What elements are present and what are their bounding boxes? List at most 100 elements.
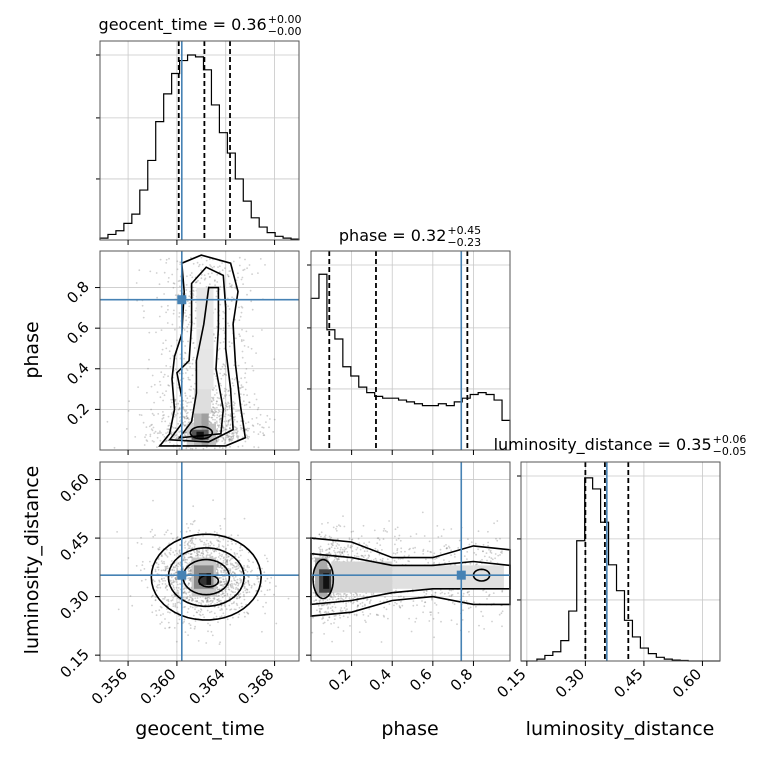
sample-point (185, 523, 188, 525)
sample-point (227, 423, 229, 426)
sample-point (426, 550, 429, 553)
sample-point (229, 423, 232, 426)
sample-point (209, 597, 211, 600)
sample-point (210, 400, 213, 402)
sample-point (261, 329, 263, 331)
sample-point (207, 272, 210, 275)
sample-point (113, 446, 116, 449)
sample-point (388, 603, 391, 605)
sample-point (186, 558, 189, 561)
sample-point (352, 530, 355, 533)
sample-point (229, 571, 232, 573)
sample-point (186, 405, 188, 407)
sample-point (256, 599, 259, 602)
sample-point (244, 258, 246, 261)
sample-point (184, 434, 186, 437)
sample-point (193, 546, 196, 548)
sample-point (362, 613, 365, 616)
sample-point (230, 435, 233, 438)
sample-point (230, 300, 233, 302)
sample-point (221, 553, 224, 556)
sample-point (190, 256, 192, 259)
sample-point (501, 625, 503, 628)
sample-point (226, 436, 229, 439)
sample-point (227, 436, 230, 438)
sample-point (161, 555, 164, 557)
sample-point (131, 604, 134, 607)
sample-point (196, 554, 199, 557)
sample-point (231, 585, 234, 588)
sample-point (221, 592, 224, 595)
sample-point (487, 544, 489, 547)
sample-point (229, 569, 232, 572)
sample-point (205, 597, 207, 600)
sample-point (173, 309, 175, 312)
sample-point (227, 422, 230, 424)
ytick-label-luminosity_distance: 0.30 (56, 587, 92, 623)
sample-point (235, 602, 238, 605)
sample-point (253, 583, 256, 585)
sample-point (159, 384, 162, 386)
sample-point (184, 309, 187, 312)
sample-point (225, 556, 228, 559)
sample-point (431, 598, 433, 601)
sample-point (384, 530, 387, 532)
sample-point (159, 605, 162, 608)
sample-point (219, 566, 222, 568)
sample-point (164, 618, 166, 620)
sample-point (150, 408, 153, 411)
sample-point (208, 416, 211, 418)
sample-point (185, 431, 187, 434)
sample-point (165, 565, 168, 568)
sample-point (217, 409, 220, 412)
sample-point (342, 548, 344, 551)
sample-point (242, 393, 245, 396)
sample-point (219, 558, 222, 560)
sample-point (242, 339, 245, 342)
sample-point (167, 384, 170, 386)
sample-point (443, 592, 446, 595)
sample-point (149, 530, 152, 533)
sample-point (229, 419, 232, 421)
sample-point (215, 295, 218, 298)
sample-point (322, 599, 325, 602)
sample-point (150, 385, 153, 388)
sample-point (173, 415, 176, 418)
sample-point (240, 340, 243, 343)
sample-point (334, 606, 337, 609)
sample-point (160, 560, 163, 562)
sample-point (248, 566, 250, 569)
sample-point (174, 398, 177, 401)
sample-point (222, 341, 225, 343)
sample-point (192, 537, 195, 539)
sample-point (239, 554, 242, 557)
sample-point (167, 598, 170, 601)
sample-point (498, 613, 501, 616)
sample-point (177, 422, 180, 425)
sample-point (232, 591, 235, 594)
sample-point (235, 566, 238, 568)
panel-phase-luminosity (310, 461, 511, 662)
sample-point (143, 310, 145, 313)
sample-point (469, 606, 472, 609)
sample-point (209, 611, 211, 614)
sample-point (227, 420, 230, 422)
sample-point (338, 593, 340, 595)
sample-point (116, 531, 118, 533)
sample-point (153, 401, 156, 404)
sample-point (204, 597, 207, 600)
panel-geocent-phase-contour-2 (177, 286, 225, 439)
sample-point (331, 609, 334, 612)
sample-point (173, 554, 176, 556)
sample-point (240, 428, 243, 431)
sample-point (184, 345, 187, 347)
sample-point (189, 578, 192, 580)
sample-point (184, 420, 186, 423)
sample-point (177, 386, 180, 389)
sample-point (210, 556, 213, 558)
sample-point (198, 263, 201, 266)
sample-point (205, 286, 208, 288)
sample-point (226, 403, 229, 405)
sample-point (486, 559, 488, 562)
sample-point (421, 600, 423, 602)
